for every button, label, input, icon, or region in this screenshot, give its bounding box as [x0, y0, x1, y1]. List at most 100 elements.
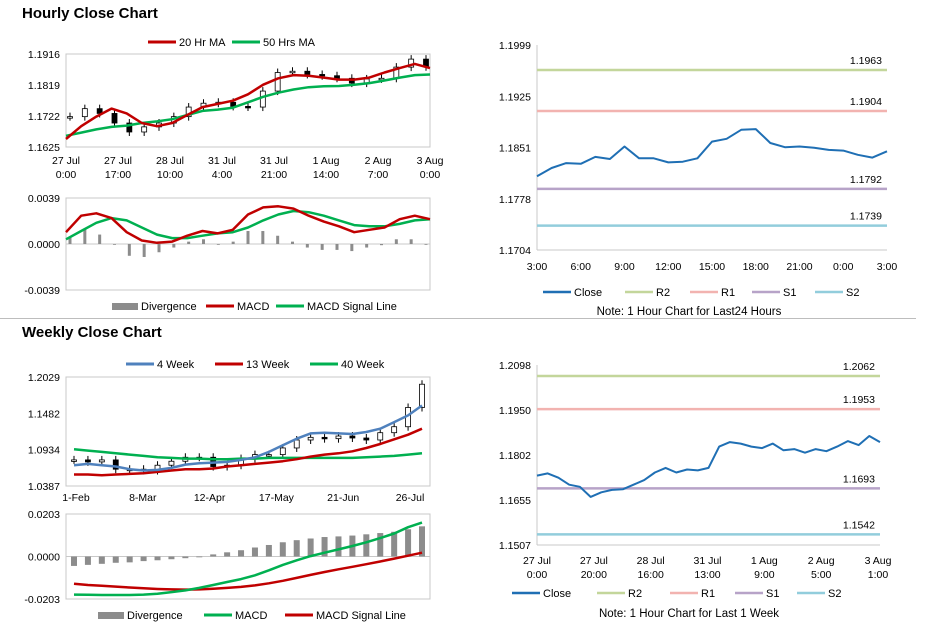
hourly-price-x-tick-line2: 4:00: [212, 169, 233, 181]
weekly-price-y-tick: 1.1482: [28, 408, 60, 420]
hourly-macd-divergence-bar: [113, 244, 116, 245]
hourly-price-candle-body: [319, 74, 326, 77]
weekly-price-candle-body: [112, 459, 119, 470]
weekly-macd-divergence-bar: [251, 547, 258, 557]
weekly-price-candle-body: [98, 459, 105, 463]
weekly-macd-divergence-bar: [279, 542, 286, 557]
last24h-x-tick: 12:00: [655, 261, 681, 273]
last24h-y-tick: 1.1778: [499, 194, 531, 206]
lastweek-close-line: [536, 435, 881, 498]
lastweek-x-tick-line1: 1 Aug: [751, 555, 778, 567]
weekly-legend-40week-label: 40 Week: [341, 359, 385, 371]
weekly-price-y-tick: 1.2029: [28, 372, 60, 384]
weekly-price-x-tick: 17-May: [259, 492, 295, 504]
weekly-price-x-tick: 21-Jun: [327, 492, 359, 504]
hourly-price-candle-body: [141, 126, 148, 133]
hourly-macd-divergence-bar: [276, 235, 280, 244]
hourly-macd-signal-line: [65, 209, 431, 241]
weekly-13week-line: [74, 427, 423, 477]
hourly-legend-50hrs-ma-label: 50 Hrs MA: [263, 37, 316, 49]
hourly-macd-divergence-bar: [157, 244, 161, 253]
hourly-price-y-tick: 1.1916: [28, 49, 60, 61]
hourly-macd-divergence-bar: [261, 231, 265, 244]
weekly-price-y-tick: 1.0934: [28, 445, 60, 457]
weekly-macd-y-tick: 0.0000: [28, 552, 60, 564]
lastweek-y-tick: 1.1802: [499, 450, 531, 462]
section-divider: [0, 318, 916, 319]
last24h-level-s2-label: 1.1739: [850, 211, 882, 223]
hourly-macd-divergence-bar: [320, 244, 324, 250]
last24h-x-tick: 3:00: [877, 261, 898, 273]
weekly-price-candle-body: [307, 436, 314, 441]
weekly-macd-divergence-bar: [224, 552, 231, 557]
lastweek-x-tick-line1: 31 Jul: [693, 555, 721, 567]
hourly-macd-y-tick: 0.0000: [28, 239, 60, 251]
weekly-price-y-tick: 1.0387: [28, 481, 60, 493]
lastweek-x-tick-line1: 2 Aug: [808, 555, 835, 567]
hourly-macd-legend-divergence-label: Divergence: [141, 301, 197, 313]
lastweek-x-tick-line2: 0:00: [527, 569, 548, 581]
weekly-macd-divergence-bar: [112, 556, 119, 563]
lastweek-x-tick-line2: 5:00: [811, 569, 832, 581]
last24h-x-tick: 0:00: [833, 261, 854, 273]
lastweek-level-r1-label: 1.1953: [843, 394, 875, 406]
hourly-price-x-tick-line1: 31 Jul: [260, 155, 288, 167]
weekly-price-x-tick: 1-Feb: [62, 492, 90, 504]
lastweek-y-tick: 1.1655: [499, 495, 531, 507]
lastweek-x-tick-line2: 20:00: [581, 569, 607, 581]
weekly-macd-divergence-bar: [140, 556, 147, 562]
last24h-y-tick: 1.1704: [499, 245, 531, 257]
weekly-macd-divergence-bar: [98, 556, 105, 564]
weekly-macd-legend-macd-label: MACD: [235, 610, 267, 622]
lastweek-x-tick-line1: 3 Aug: [865, 555, 892, 567]
hourly-price-x-tick-line1: 27 Jul: [52, 155, 80, 167]
hourly-price-x-tick-line2: 21:00: [261, 169, 287, 181]
hourly-price-y-tick: 1.1625: [28, 142, 60, 154]
hourly-price-candle-body: [274, 72, 281, 92]
last24h-level-r2-label: 1.1963: [850, 55, 882, 67]
hourly-price-candle-body: [126, 122, 133, 133]
hourly-macd-y-tick: 0.0039: [28, 193, 60, 205]
hourly-macd-y-tick: -0.0039: [24, 285, 60, 297]
hourly-price-x-tick-line1: 1 Aug: [313, 155, 340, 167]
hourly-section-title: Hourly Close Chart: [22, 5, 158, 22]
lastweek-legend-s1-label: S1: [766, 588, 779, 600]
lastweek-level-s2-label: 1.1542: [843, 519, 875, 531]
hourly-price-plot-frame: [65, 53, 431, 148]
last24h-x-tick: 18:00: [743, 261, 769, 273]
weekly-price-candle-body: [377, 432, 384, 441]
hourly-macd-divergence-bar: [83, 228, 87, 244]
hourly-price-x-tick-line2: 0:00: [420, 169, 441, 181]
weekly-macd-divergence-bar: [84, 556, 91, 565]
weekly-macd-signal-line: [73, 551, 423, 591]
weekly-macd-divergence-bar: [265, 544, 272, 557]
hourly-macd-divergence-bar: [409, 239, 413, 244]
last24h-note: Note: 1 Hour Chart for Last24 Hours: [597, 306, 782, 318]
weekly-macd-divergence-bar: [238, 550, 245, 557]
last24h-legend-r2-label: R2: [656, 287, 670, 299]
weekly-macd-divergence-bar: [363, 534, 370, 557]
hourly-price-x-tick-line1: 31 Jul: [208, 155, 236, 167]
weekly-4week-line: [73, 404, 423, 472]
hourly-20hr-ma-line: [65, 62, 431, 140]
lastweek-x-tick-line2: 13:00: [694, 569, 720, 581]
hourly-price-x-tick-line1: 28 Jul: [156, 155, 184, 167]
weekly-price-candle-body: [168, 460, 175, 466]
weekly-price-candle-body: [85, 459, 91, 463]
weekly-price-candle-body: [279, 447, 286, 456]
last24h-legend-r1-label: R1: [721, 287, 735, 299]
weekly-macd-divergence-bar: [154, 556, 161, 561]
hourly-macd-divergence-bar: [291, 241, 294, 244]
last24h-x-tick: 6:00: [571, 261, 592, 273]
hourly-macd-divergence-bar: [216, 244, 220, 245]
last24h-x-tick: 21:00: [786, 261, 812, 273]
last24h-y-tick: 1.1999: [499, 40, 531, 52]
lastweek-legend-r1-label: R1: [701, 588, 715, 600]
weekly-macd-divergence-bar: [335, 536, 342, 557]
hourly-price-y-tick: 1.1819: [28, 80, 60, 92]
last24h-x-tick: 15:00: [699, 261, 725, 273]
lastweek-level-r2-label: 1.2062: [843, 361, 875, 373]
weekly-macd-divergence-bar: [168, 556, 175, 560]
weekly-legend-13week-label: 13 Week: [246, 359, 290, 371]
lastweek-x-tick-line1: 28 Jul: [637, 555, 665, 567]
